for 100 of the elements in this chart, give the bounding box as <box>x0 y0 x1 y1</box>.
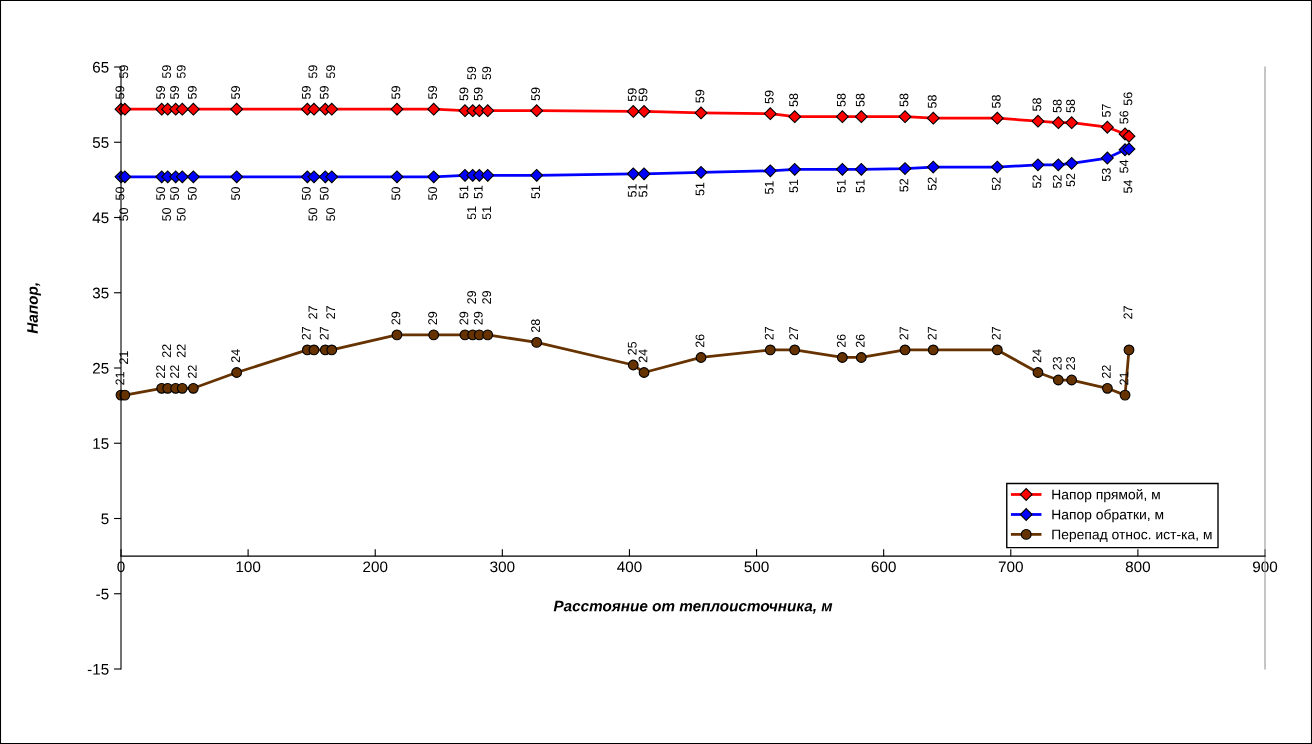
x-tick-label: 500 <box>744 561 769 573</box>
data-label: 51 <box>627 184 637 197</box>
y-axis-title: Напор, <box>27 283 41 334</box>
data-label: 29 <box>391 311 401 325</box>
data-label: 50 <box>119 207 129 221</box>
data-label: 59 <box>187 86 197 99</box>
point <box>427 102 441 116</box>
x-tick-label: 800 <box>1125 561 1151 573</box>
y-tick-label: -5 <box>96 588 109 600</box>
point <box>788 110 802 124</box>
data-label: 56 <box>1119 110 1129 124</box>
point <box>187 382 199 394</box>
x-tick-label: 400 <box>617 561 642 573</box>
data-label: 58 <box>1052 99 1062 113</box>
data-label: 24 <box>231 349 240 363</box>
x-tick-label: 600 <box>871 561 896 573</box>
y-tick-label: 15 <box>93 438 109 449</box>
point <box>1122 129 1136 143</box>
data-label: 22 <box>170 365 179 378</box>
data-label: 50 <box>115 187 125 200</box>
point <box>1065 156 1079 170</box>
legend-label: Напор прямой, м <box>1052 489 1160 503</box>
point <box>326 344 338 356</box>
data-label: 50 <box>156 187 166 200</box>
point <box>1101 382 1113 394</box>
point <box>1051 158 1065 172</box>
data-label: 58 <box>836 93 846 107</box>
point <box>638 367 650 378</box>
y-tick-label: 45 <box>92 212 109 224</box>
data-label: 51 <box>836 179 846 193</box>
data-label: 59 <box>695 89 705 103</box>
point <box>991 344 1003 356</box>
data-label: 26 <box>855 334 865 348</box>
data-label: 59 <box>308 65 318 79</box>
x-tick-label: 200 <box>363 561 388 573</box>
data-label: 59 <box>764 90 774 104</box>
point <box>898 110 912 124</box>
data-label: 59 <box>119 65 129 79</box>
data-label: 58 <box>899 93 909 107</box>
x-tick-label: 900 <box>1252 561 1278 573</box>
data-label: 21 <box>115 372 125 385</box>
point <box>186 170 200 184</box>
data-label: 59 <box>326 65 336 79</box>
point <box>898 162 912 176</box>
data-label: 50 <box>176 207 186 221</box>
point <box>1031 114 1045 128</box>
data-label: 22 <box>156 365 165 378</box>
data-label: 51 <box>531 185 541 199</box>
data-label: 59 <box>162 65 172 79</box>
data-label: 51 <box>638 184 648 197</box>
point <box>1052 374 1064 386</box>
data-label: 25 <box>627 341 637 355</box>
data-label: 54 <box>1119 159 1129 173</box>
data-label: 50 <box>308 207 318 221</box>
data-label: 59 <box>301 86 311 99</box>
data-label: 29 <box>428 311 438 325</box>
y-tick-label: 5 <box>101 513 109 525</box>
data-label: 22 <box>1101 365 1111 378</box>
data-label: 24 <box>1032 349 1042 363</box>
data-label: 59 <box>176 65 186 79</box>
data-label: 59 <box>459 87 469 101</box>
y-tick-label: 25 <box>92 362 109 374</box>
point <box>789 344 801 356</box>
data-label: 27 <box>764 326 774 340</box>
point <box>1032 367 1044 378</box>
data-label: 23 <box>1066 356 1076 370</box>
data-label: 59 <box>627 88 637 102</box>
data-label: 51 <box>855 179 865 193</box>
point <box>481 168 495 182</box>
point <box>835 162 849 176</box>
point <box>990 160 1004 174</box>
point <box>231 367 243 378</box>
point <box>764 344 776 356</box>
data-label: 51 <box>764 181 774 194</box>
point <box>175 170 189 184</box>
point <box>1051 116 1065 130</box>
point <box>626 167 640 181</box>
point <box>308 344 320 356</box>
data-label: 58 <box>855 93 865 107</box>
data-label: 50 <box>319 187 329 200</box>
data-label: 27 <box>789 326 798 340</box>
point <box>1100 120 1114 134</box>
data-label: 59 <box>319 86 329 99</box>
point <box>482 329 494 341</box>
data-label: 22 <box>162 344 171 358</box>
data-label: 50 <box>162 207 172 221</box>
point <box>763 107 777 121</box>
point <box>695 352 707 363</box>
point <box>428 329 440 341</box>
point <box>390 170 404 184</box>
y-tick-label: 35 <box>92 287 109 299</box>
point <box>899 344 911 356</box>
point <box>1122 142 1136 156</box>
point <box>627 359 639 371</box>
data-label: 26 <box>836 334 846 348</box>
point <box>854 162 868 176</box>
data-label: 58 <box>789 93 799 107</box>
point <box>854 110 868 124</box>
point <box>118 170 132 184</box>
point <box>1119 389 1131 401</box>
